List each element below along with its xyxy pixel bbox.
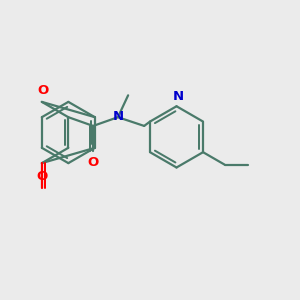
Text: N: N <box>172 90 184 103</box>
Text: O: O <box>36 170 47 183</box>
Text: O: O <box>38 84 49 97</box>
Text: N: N <box>112 110 124 123</box>
Text: O: O <box>88 156 99 169</box>
